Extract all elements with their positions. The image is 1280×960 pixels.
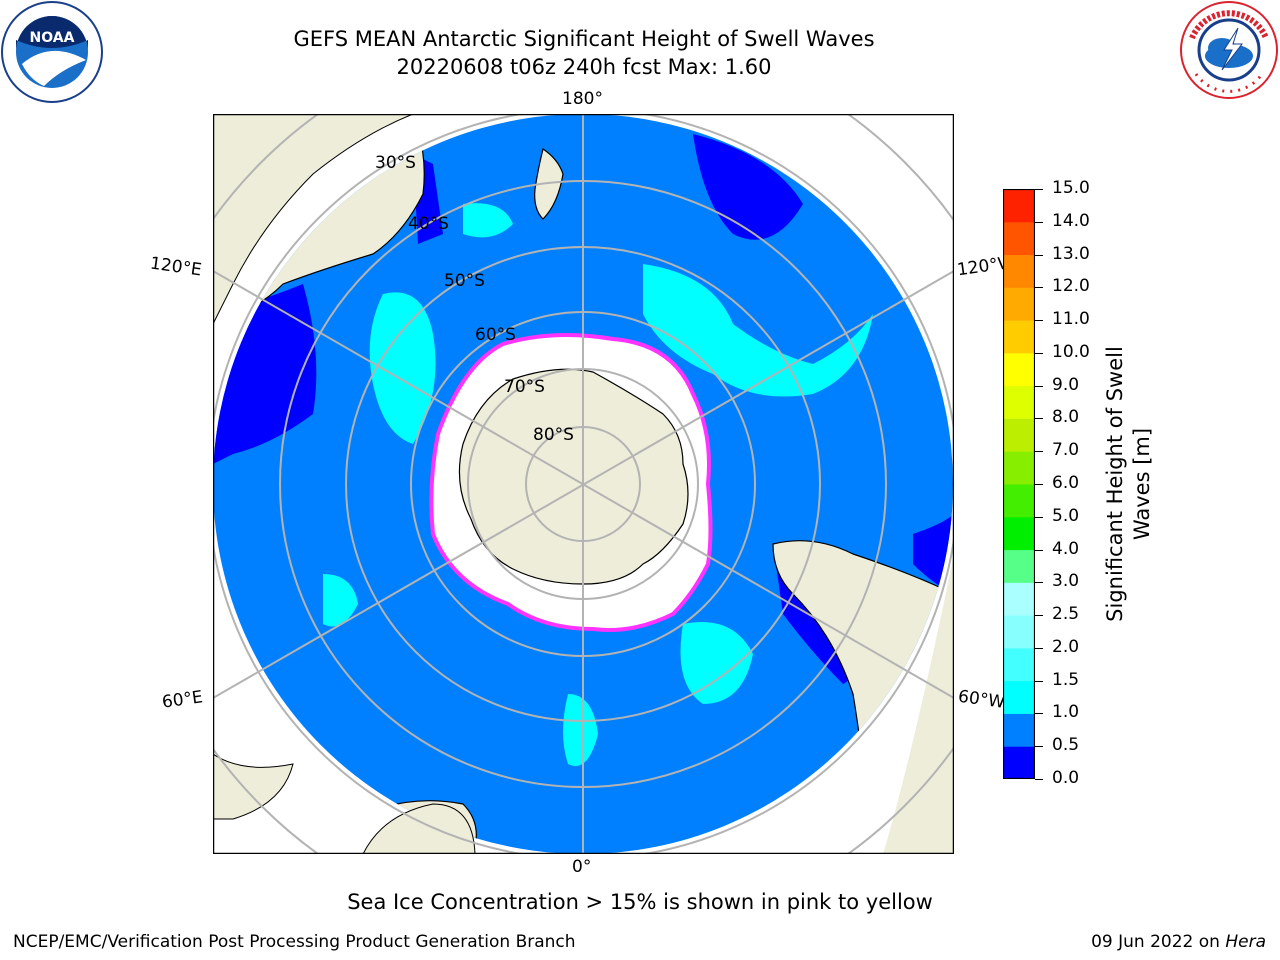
colorbar-tick-label: 2.0 bbox=[1052, 636, 1080, 657]
lat-label: 60°S bbox=[475, 325, 516, 345]
lon-label-bottom: 0° bbox=[572, 857, 592, 877]
colorbar-segment bbox=[1003, 451, 1035, 485]
colorbar-tick-mark bbox=[1035, 385, 1043, 387]
colorbar-tick-mark bbox=[1035, 516, 1043, 518]
colorbar-tick-label: 3.0 bbox=[1052, 571, 1080, 592]
colorbar-segment bbox=[1003, 516, 1035, 551]
colorbar-segment bbox=[1003, 484, 1035, 518]
footer-credit: NCEP/EMC/Verification Post Processing Pr… bbox=[13, 932, 576, 952]
colorbar-segment bbox=[1003, 647, 1035, 682]
colorbar-tick-mark bbox=[1035, 320, 1043, 322]
colorbar-tick-label: 4.0 bbox=[1052, 538, 1080, 559]
colorbar-tick-mark bbox=[1035, 189, 1043, 190]
colorbar-tick-label: 9.0 bbox=[1052, 374, 1080, 395]
colorbar bbox=[1002, 188, 1036, 780]
nws-logo bbox=[1178, 0, 1280, 102]
antarctica bbox=[458, 368, 689, 585]
lat-label: 70°S bbox=[504, 377, 545, 397]
colorbar-tick-mark bbox=[1035, 549, 1043, 551]
polar-map: 30°S 40°S 50°S 60°S 70°S 80°S bbox=[213, 114, 954, 854]
colorbar-label: Significant Height of Swell Waves [m] bbox=[1102, 304, 1156, 664]
colorbar-tick-label: 15.0 bbox=[1052, 178, 1090, 198]
colorbar-tick-mark bbox=[1035, 254, 1043, 256]
colorbar-tick-label: 6.0 bbox=[1052, 473, 1080, 493]
lat-label: 40°S bbox=[408, 214, 449, 234]
colorbar-tick-label: 14.0 bbox=[1052, 210, 1090, 231]
colorbar-tick-label: 10.0 bbox=[1052, 341, 1090, 362]
noaa-logo: NOAA bbox=[0, 0, 104, 104]
colorbar-segment bbox=[1003, 418, 1035, 452]
colorbar-tick-mark bbox=[1035, 615, 1043, 617]
noaa-text: NOAA bbox=[30, 30, 75, 46]
colorbar-label-line2: Waves [m] bbox=[1130, 427, 1154, 541]
colorbar-segment bbox=[1003, 221, 1035, 256]
footer-date-text: 09 Jun 2022 on bbox=[1091, 932, 1226, 952]
colorbar-tick-mark bbox=[1035, 713, 1043, 715]
colorbar-tick-mark bbox=[1035, 680, 1043, 682]
colorbar-tick-label: 1.5 bbox=[1052, 669, 1080, 690]
colorbar-tick-mark bbox=[1035, 352, 1043, 354]
colorbar-tick-mark bbox=[1035, 779, 1043, 780]
colorbar-segment bbox=[1003, 385, 1035, 419]
colorbar-tick-mark bbox=[1035, 287, 1043, 289]
colorbar-segment bbox=[1003, 713, 1035, 747]
sea-ice-note: Sea Ice Concentration > 15% is shown in … bbox=[347, 890, 933, 914]
colorbar-tick-label: 11.0 bbox=[1052, 309, 1090, 330]
colorbar-segment bbox=[1003, 680, 1035, 714]
colorbar-tick-label: 13.0 bbox=[1052, 243, 1090, 264]
chart-title: GEFS MEAN Antarctic Significant Height o… bbox=[293, 27, 875, 51]
colorbar-tick-label: 8.0 bbox=[1052, 407, 1080, 428]
colorbar-segment bbox=[1003, 287, 1035, 321]
footer-date: 09 Jun 2022 on Hera bbox=[1091, 932, 1266, 952]
colorbar-segment bbox=[1003, 582, 1035, 616]
colorbar-tick-mark bbox=[1035, 451, 1043, 453]
graticule bbox=[213, 114, 954, 854]
colorbar-tick-mark bbox=[1035, 221, 1043, 223]
lat-label: 80°S bbox=[533, 425, 574, 445]
lon-label-top: 180° bbox=[562, 89, 603, 109]
lon-label-left-lower: 60°E bbox=[160, 687, 205, 713]
colorbar-tick-mark bbox=[1035, 582, 1043, 584]
lat-label: 30°S bbox=[375, 153, 416, 173]
colorbar-tick-label: 1.0 bbox=[1052, 702, 1080, 723]
colorbar-tick-label: 0.0 bbox=[1052, 768, 1080, 788]
new-zealand bbox=[534, 148, 564, 220]
colorbar-segment bbox=[1003, 615, 1035, 649]
colorbar-label-line1: Significant Height of Swell bbox=[1103, 346, 1127, 622]
colorbar-tick-label: 7.0 bbox=[1052, 440, 1080, 461]
chart-subtitle: 20220608 t06z 240h fcst Max: 1.60 bbox=[396, 55, 772, 79]
colorbar-tick-mark bbox=[1035, 746, 1043, 748]
colorbar-tick-label: 5.0 bbox=[1052, 505, 1080, 526]
lon-label-right-upper: 120°W bbox=[955, 253, 1009, 281]
colorbar-tick-label: 0.5 bbox=[1052, 735, 1080, 756]
footer-host: Hera bbox=[1225, 932, 1266, 952]
lon-label-right-lower: 60°W bbox=[956, 686, 1007, 713]
lat-label: 50°S bbox=[444, 271, 485, 291]
colorbar-tick-label: 2.5 bbox=[1052, 604, 1080, 625]
colorbar-segment bbox=[1003, 746, 1035, 780]
colorbar-tick-mark bbox=[1035, 647, 1043, 649]
lon-label-left-upper: 120°E bbox=[148, 253, 203, 281]
colorbar-segment bbox=[1003, 352, 1035, 387]
colorbar-segment bbox=[1003, 189, 1035, 223]
colorbar-tick-mark bbox=[1035, 418, 1043, 420]
colorbar-tick-mark bbox=[1035, 484, 1043, 485]
colorbar-tick-label: 12.0 bbox=[1052, 276, 1090, 297]
colorbar-segment bbox=[1003, 254, 1035, 288]
colorbar-segment bbox=[1003, 549, 1035, 583]
colorbar-segment bbox=[1003, 320, 1035, 354]
